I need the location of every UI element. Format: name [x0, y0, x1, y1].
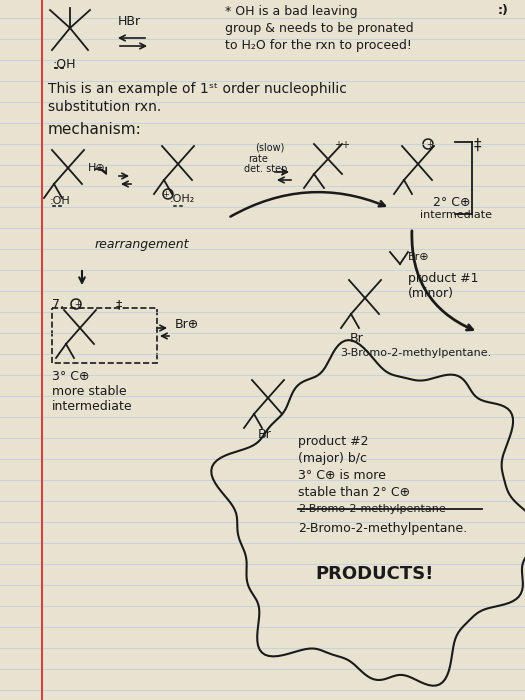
- Text: 7,: 7,: [52, 298, 64, 311]
- Text: product #2: product #2: [298, 435, 369, 448]
- Text: (minor): (minor): [408, 287, 454, 300]
- Text: stable than 2° C⊕: stable than 2° C⊕: [298, 486, 410, 499]
- Text: :OH: :OH: [50, 196, 71, 206]
- Text: +: +: [426, 140, 433, 149]
- Text: mechanism:: mechanism:: [48, 122, 142, 137]
- Text: :): :): [498, 4, 509, 17]
- Text: more stable: more stable: [52, 385, 127, 398]
- Text: 3-Bromo-2-methylpentane.: 3-Bromo-2-methylpentane.: [340, 348, 491, 358]
- Text: group & needs to be pronated: group & needs to be pronated: [225, 22, 414, 35]
- Text: (slow): (slow): [255, 142, 285, 152]
- Text: :OH₂: :OH₂: [170, 194, 195, 204]
- Text: +: +: [162, 190, 169, 199]
- Text: product #1: product #1: [408, 272, 478, 285]
- Text: :OH: :OH: [52, 58, 76, 71]
- Text: intermediate: intermediate: [420, 210, 492, 220]
- Text: intermediate: intermediate: [52, 400, 133, 413]
- Text: substitution rxn.: substitution rxn.: [48, 100, 161, 114]
- Text: (major) b/c: (major) b/c: [298, 452, 367, 465]
- Text: rearrangement: rearrangement: [95, 238, 190, 251]
- Text: H⊕: H⊕: [88, 163, 106, 173]
- Text: 2-Bromo-2-methylpentane.: 2-Bromo-2-methylpentane.: [298, 522, 467, 535]
- Text: +: +: [74, 300, 81, 309]
- Text: ‡: ‡: [474, 138, 481, 153]
- Text: 2-Bromo-2-methylpentane: 2-Bromo-2-methylpentane: [298, 504, 446, 514]
- Text: Br: Br: [258, 428, 272, 441]
- Text: This is an example of 1ˢᵗ order nucleophilic: This is an example of 1ˢᵗ order nucleoph…: [48, 82, 347, 96]
- Text: det. step: det. step: [244, 164, 287, 174]
- Text: 2° C⊕: 2° C⊕: [433, 196, 470, 209]
- Text: Br⊕: Br⊕: [175, 318, 200, 331]
- Text: ‡: ‡: [116, 298, 122, 311]
- Text: ++: ++: [334, 140, 350, 150]
- Text: HBr: HBr: [118, 15, 141, 28]
- Text: PRODUCTS!: PRODUCTS!: [315, 565, 433, 583]
- Text: 3° C⊕ is more: 3° C⊕ is more: [298, 469, 386, 482]
- Bar: [52, 308, 157, 363]
- Text: * OH is a bad leaving: * OH is a bad leaving: [225, 5, 358, 18]
- Text: Br: Br: [350, 332, 364, 345]
- Text: 3° C⊕: 3° C⊕: [52, 370, 89, 383]
- Text: Br⊕: Br⊕: [408, 252, 429, 262]
- Text: to H₂O for the rxn to proceed!: to H₂O for the rxn to proceed!: [225, 39, 412, 52]
- Text: rate: rate: [248, 154, 268, 164]
